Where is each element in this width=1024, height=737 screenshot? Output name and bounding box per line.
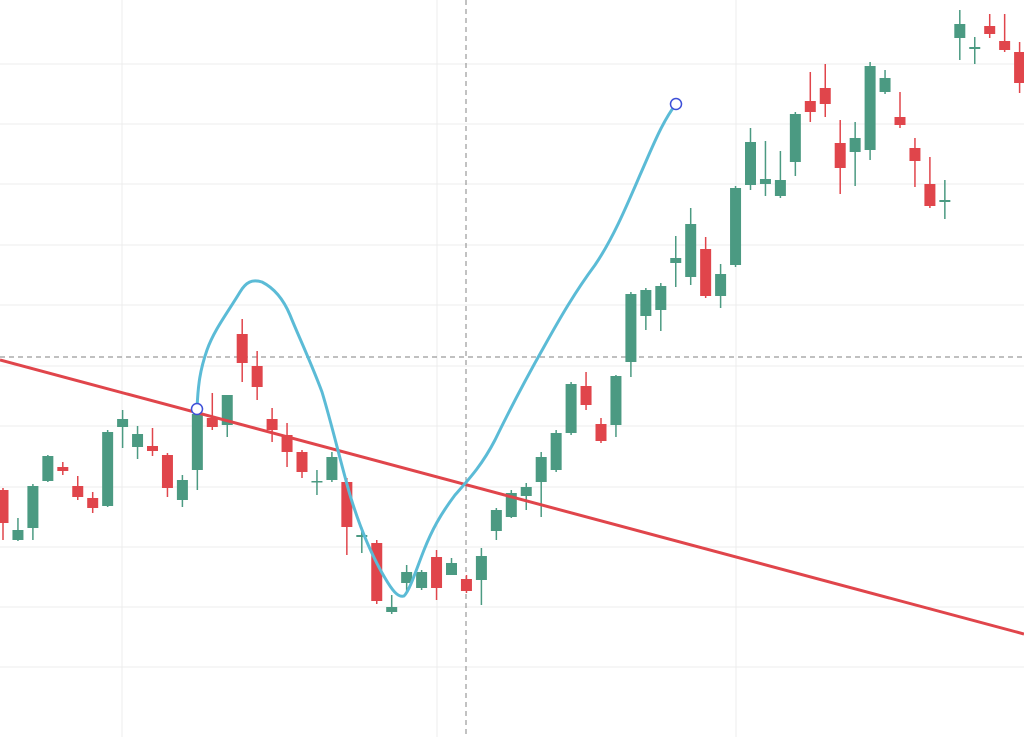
candle-body xyxy=(894,117,906,125)
candle-body xyxy=(27,486,39,528)
candle-body xyxy=(296,452,308,472)
drawing-handle[interactable] xyxy=(190,402,204,416)
candle-body xyxy=(161,455,173,488)
candle-body xyxy=(57,467,69,471)
candle-body xyxy=(774,180,786,196)
candle-body xyxy=(879,78,891,92)
candle-body xyxy=(834,143,846,168)
candle-body xyxy=(864,66,876,150)
candle-body xyxy=(147,446,158,451)
candle-body xyxy=(490,510,502,531)
candle-body xyxy=(416,572,428,588)
candle-body xyxy=(102,432,114,506)
candle-body xyxy=(550,433,562,470)
candle-body xyxy=(730,188,742,265)
candle-body xyxy=(221,395,233,425)
candle-body xyxy=(311,481,323,483)
candle-body xyxy=(386,607,398,612)
candle-body xyxy=(0,490,9,523)
candle-body xyxy=(789,114,801,162)
candle-body xyxy=(715,274,727,296)
candle-body xyxy=(356,535,368,537)
candle-body xyxy=(87,498,99,508)
candle-body xyxy=(371,543,383,601)
candle-body xyxy=(685,224,697,277)
candle-body xyxy=(849,138,861,152)
candle-body xyxy=(969,47,981,49)
candle-body xyxy=(1014,52,1024,83)
candle-body xyxy=(266,419,278,430)
candle-body xyxy=(984,26,996,34)
candle-body xyxy=(670,258,682,263)
candle-body xyxy=(520,487,532,496)
candle-body xyxy=(999,41,1011,50)
candle-body xyxy=(535,457,547,482)
candle-body xyxy=(236,334,248,363)
candle-body xyxy=(924,184,936,206)
candle-body xyxy=(176,480,188,500)
candle-body xyxy=(655,286,667,310)
candle-body xyxy=(595,424,607,441)
candle-body xyxy=(206,418,218,427)
candle-body xyxy=(625,294,637,362)
candle-body xyxy=(700,249,712,296)
candle-body xyxy=(939,200,951,202)
candle-body xyxy=(745,142,756,185)
candle-body xyxy=(580,386,592,405)
candle-body xyxy=(431,557,443,588)
drawing-handle[interactable] xyxy=(669,97,683,111)
candle-body xyxy=(281,435,293,452)
candle-body xyxy=(72,486,84,497)
candle-body xyxy=(565,384,577,433)
candle-body xyxy=(341,482,353,527)
candle-body xyxy=(191,414,203,470)
candle-body xyxy=(460,579,472,591)
candle-body xyxy=(475,556,487,580)
candle-body xyxy=(251,366,263,387)
candle-body xyxy=(42,456,54,481)
candle-body xyxy=(909,148,921,161)
candle-body xyxy=(505,493,517,517)
candle-body xyxy=(117,419,129,427)
candle-body xyxy=(640,290,652,316)
trend-line[interactable] xyxy=(0,358,1024,636)
candle-body xyxy=(819,88,831,104)
candle-body xyxy=(132,434,144,447)
candle-body xyxy=(610,376,622,425)
candle-body xyxy=(759,179,771,184)
candle-body xyxy=(804,101,816,112)
brush-drawing[interactable] xyxy=(195,102,678,598)
candle-body xyxy=(326,457,338,480)
candle-body xyxy=(446,563,457,575)
candle-body xyxy=(401,572,413,583)
candles xyxy=(0,10,1024,614)
candle-body xyxy=(12,530,24,540)
candle-body xyxy=(954,24,966,38)
